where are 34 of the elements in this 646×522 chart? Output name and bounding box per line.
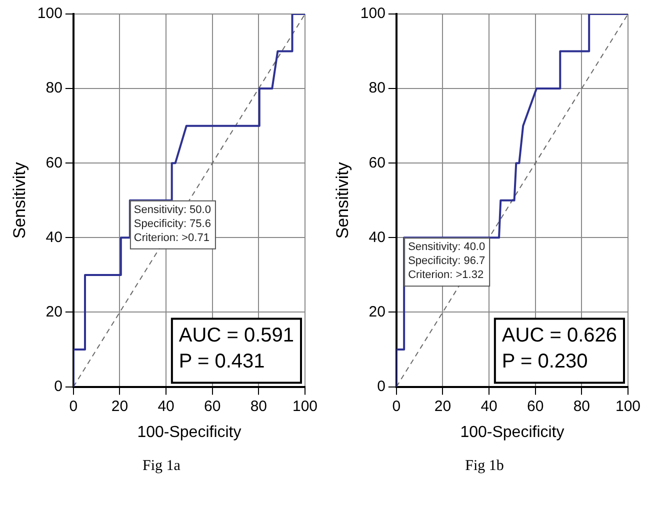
x-tick-label: 0 [69,398,78,415]
x-axis-title: 100-Specificity [460,424,564,441]
annotation: AUC = 0.626 P = 0.230 [502,324,618,372]
annotation: Sensitivity: 50.0 Specificity: 75.6 Criterion: >0.71 [134,204,211,244]
y-axis-title: Sensitivity [10,162,29,239]
caption: Fig 1a [142,458,182,475]
y-tick-label: 20 [368,303,386,320]
x-tick-label: 0 [392,398,401,415]
y-tick-label: 100 [37,5,62,22]
x-tick-label: 60 [204,398,221,415]
y-tick-label: 100 [360,5,386,22]
annotation: Sensitivity: 40.0 Specificity: 96.7 Criterion: >1.32 [408,241,486,282]
caption: Fig 1b [464,458,505,475]
y-tick-label: 60 [46,154,62,172]
x-tick-label: 80 [250,398,268,415]
y-tick-label: 80 [46,80,62,97]
x-tick-label: 40 [158,398,174,415]
y-tick-label: 20 [46,303,62,320]
y-tick-label: 40 [46,228,62,246]
y-tick-label: 0 [54,378,62,395]
y-tick-label: 0 [377,378,386,395]
x-tick-label: 100 [615,398,641,415]
x-tick-label: 40 [480,398,498,415]
y-tick-label: 60 [368,154,386,172]
y-tick-label: 80 [368,80,386,97]
y-tick-label: 40 [368,228,386,246]
x-axis-title: 100-Specificity [137,424,242,441]
y-axis-title: Sensitivity [332,162,352,239]
x-tick-label: 80 [573,398,590,415]
x-tick-label: 60 [527,398,544,415]
x-tick-label: 20 [111,398,128,415]
x-tick-label: 100 [292,398,318,415]
annotation: AUC = 0.591 P = 0.431 [178,324,294,372]
x-tick-label: 20 [434,398,452,415]
